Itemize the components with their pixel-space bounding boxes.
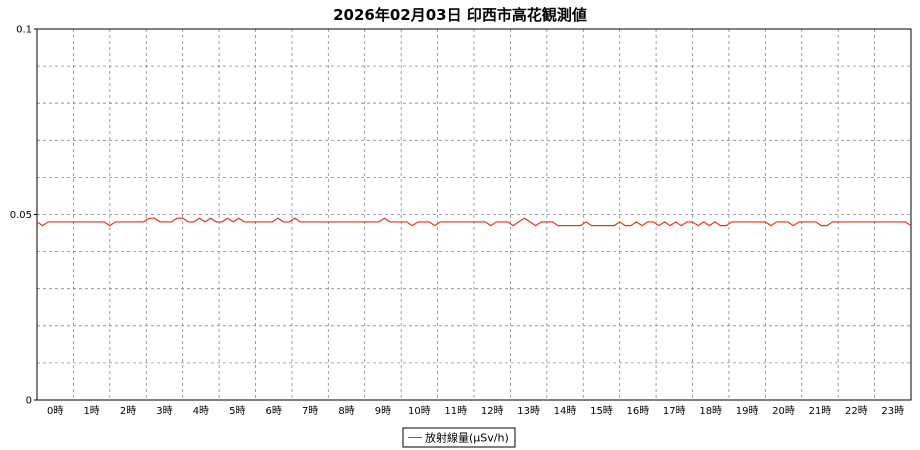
- x-tick-label: 3時: [156, 405, 172, 417]
- x-tick-label: 18時: [699, 405, 722, 417]
- y-tick-label: 0: [26, 396, 32, 407]
- x-tick-label: 14時: [554, 405, 577, 417]
- x-tick-label: 16時: [627, 405, 650, 417]
- chart-title: 2026年02月03日 印西市高花観測値: [333, 6, 587, 24]
- x-tick-label: 20時: [772, 405, 795, 417]
- x-tick-label: 0時: [47, 405, 63, 417]
- x-tick-label: 10時: [408, 405, 431, 417]
- y-tick-label: 0.05: [10, 210, 32, 221]
- x-tick-label: 1時: [83, 405, 99, 417]
- legend-box: [402, 427, 516, 448]
- x-tick-label: 2時: [120, 405, 136, 417]
- x-tick-label: 8時: [338, 405, 354, 417]
- x-tick-label: 5時: [229, 405, 245, 417]
- legend-label: 放射線量(μSv/h): [425, 431, 509, 445]
- axes: 0 0.05 0.1 0時 1時 2時 3時 4時 5時 6時 7時 8時 9時 10時 11時 12時 13時…: [10, 25, 912, 417]
- x-tick-label: 9時: [375, 405, 391, 417]
- x-tick-label: 11時: [444, 405, 467, 417]
- x-tick-label: 21時: [809, 405, 832, 417]
- x-tick-label: 19時: [736, 405, 759, 417]
- series-line-0: [36, 217, 912, 227]
- y-tick-label: 0.1: [16, 25, 32, 36]
- x-tick-label: 7時: [302, 405, 318, 417]
- grid: [37, 29, 911, 400]
- x-tick-label: 4時: [193, 405, 209, 417]
- x-tick-label: 12時: [481, 405, 504, 417]
- x-tick-label: 13時: [517, 405, 540, 417]
- series-layer: [36, 217, 912, 227]
- legend: 放射線量(μSv/h): [402, 427, 516, 448]
- x-tick-label: 23時: [881, 405, 904, 417]
- x-tick-label: 6時: [266, 405, 282, 417]
- x-tick-label: 15時: [590, 405, 613, 417]
- x-tick-label: 22時: [845, 405, 868, 417]
- x-tick-label: 17時: [663, 405, 686, 417]
